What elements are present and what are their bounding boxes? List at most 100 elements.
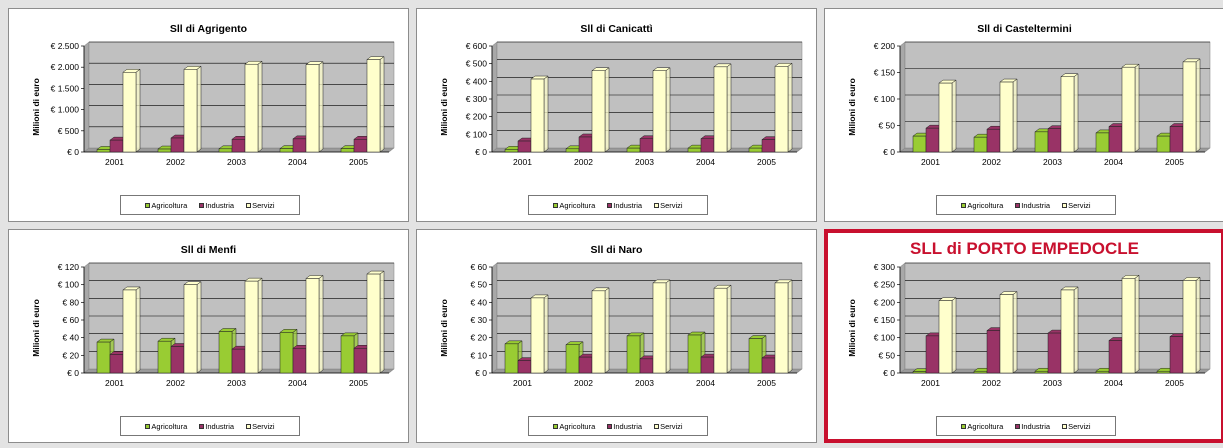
bar-servizi bbox=[999, 291, 1018, 374]
bar-front bbox=[170, 346, 185, 374]
bar-servizi bbox=[183, 281, 202, 374]
bar-front bbox=[774, 66, 789, 153]
legend: Agricoltura Industria Servizi bbox=[528, 195, 708, 215]
y-tick-label: € 400 bbox=[466, 76, 488, 86]
bar-front bbox=[774, 282, 789, 374]
bar-front bbox=[170, 137, 185, 153]
bar-servizi bbox=[530, 294, 549, 374]
y-tick-label: € 10 bbox=[470, 350, 487, 360]
y-tick-label: € 100 bbox=[58, 280, 80, 290]
bar-chart: € 0 € 50 € 100 € 150 € 200 2001 2002 2003 2004 20… bbox=[874, 41, 1211, 167]
legend: Agricoltura Industria Servizi bbox=[528, 416, 708, 436]
bar-front bbox=[700, 356, 715, 374]
bar-front bbox=[1034, 370, 1049, 374]
legend-label: Industria bbox=[1021, 421, 1051, 431]
bar-front bbox=[244, 63, 259, 153]
bar-front bbox=[517, 140, 532, 153]
y-tick-label: € 80 bbox=[62, 297, 79, 307]
legend: Agricoltura Industria Servizi bbox=[936, 416, 1116, 436]
bar-front bbox=[96, 149, 111, 153]
legend-label: Agricoltura bbox=[967, 421, 1004, 431]
bar-front bbox=[748, 338, 763, 374]
bar-front bbox=[231, 348, 246, 374]
y-tick-label: € 50 bbox=[470, 280, 487, 290]
x-tick-label: 2002 bbox=[574, 157, 593, 167]
plot-side-wall bbox=[899, 262, 906, 374]
y-tick-label: € 200 bbox=[466, 112, 488, 122]
bar-side bbox=[665, 279, 671, 374]
bar-front bbox=[530, 78, 545, 153]
bar-servizi bbox=[530, 75, 549, 153]
y-tick-label: € 20 bbox=[470, 333, 487, 343]
bar-front bbox=[578, 136, 593, 153]
legend-swatch-industria bbox=[199, 423, 205, 429]
bar-front bbox=[1095, 132, 1110, 153]
bar-servizi bbox=[1182, 276, 1201, 374]
legend-label: Industria bbox=[1021, 200, 1051, 210]
bar-front bbox=[1060, 289, 1075, 374]
chart-panel-canicatti: Sll di Canicattì € 0 € 100 € 200 € 300 € 400… bbox=[416, 8, 817, 222]
bar-front bbox=[1047, 128, 1062, 153]
x-tick-label: 2001 bbox=[513, 378, 532, 388]
chart-title: Sll di Agrigento bbox=[169, 23, 248, 35]
legend-swatch-servizi bbox=[654, 202, 660, 208]
legend-swatch-agricoltura bbox=[961, 423, 967, 429]
y-tick-label: € 150 bbox=[874, 68, 896, 78]
bar-front bbox=[183, 284, 198, 374]
legend-label: Agricoltura bbox=[559, 200, 596, 210]
y-tick-label: € 0 bbox=[475, 147, 487, 157]
bar-front bbox=[231, 139, 246, 153]
bar-front bbox=[986, 330, 1001, 374]
x-tick-label: 2005 bbox=[349, 378, 368, 388]
bar-side bbox=[951, 79, 957, 153]
bar-front bbox=[109, 139, 124, 153]
y-tick-label: € 50 bbox=[878, 121, 895, 131]
bar-front bbox=[530, 297, 545, 374]
bar-front bbox=[1034, 131, 1049, 153]
legend-swatch-agricoltura bbox=[553, 202, 559, 208]
y-tick-label: € 200 bbox=[874, 297, 896, 307]
bar-front bbox=[279, 148, 294, 153]
chart-panel-porto-empedocle: SLL di PORTO EMPEDOCLE € 0 € 50 € 100 € 150… bbox=[824, 229, 1223, 443]
y-tick-label: € 0 bbox=[883, 147, 895, 157]
bar-front bbox=[218, 331, 233, 374]
bar-front bbox=[183, 69, 198, 153]
bar-front bbox=[1047, 332, 1062, 374]
legend-label: Industria bbox=[205, 421, 235, 431]
legend-label: Industria bbox=[613, 200, 643, 210]
x-tick-label: 2003 bbox=[1043, 157, 1062, 167]
y-tick-label: € 100 bbox=[874, 94, 896, 104]
bar-servizi bbox=[652, 279, 671, 374]
x-tick-label: 2002 bbox=[574, 378, 593, 388]
y-axis-label: Milioni di euro bbox=[847, 78, 857, 136]
plot-side-wall bbox=[899, 41, 906, 153]
legend-label: Industria bbox=[205, 200, 235, 210]
bar-side bbox=[196, 281, 202, 374]
legend-swatch-servizi bbox=[246, 202, 252, 208]
legend: Agricoltura Industria Servizi bbox=[120, 195, 300, 215]
y-tick-label: € 40 bbox=[470, 297, 487, 307]
bar-side bbox=[1073, 286, 1079, 374]
bar-side bbox=[543, 75, 549, 153]
y-axis-label: Milioni di euro bbox=[31, 299, 41, 357]
bar-front bbox=[122, 289, 137, 374]
x-tick-label: 2002 bbox=[166, 378, 185, 388]
chart-title: Sll di Casteltermini bbox=[977, 23, 1072, 35]
bar-side bbox=[318, 61, 324, 153]
bar-side bbox=[1134, 274, 1140, 374]
plot-side-wall bbox=[83, 262, 90, 374]
bar-front bbox=[366, 59, 381, 153]
legend-label: Agricoltura bbox=[151, 421, 188, 431]
bar-side bbox=[318, 274, 324, 374]
x-tick-label: 2003 bbox=[1043, 378, 1062, 388]
bar-front bbox=[1156, 135, 1171, 153]
bar-agricoltura bbox=[687, 331, 706, 374]
bar-servizi bbox=[713, 63, 732, 153]
bar-side bbox=[1012, 291, 1018, 374]
bar-front bbox=[1121, 66, 1136, 153]
chart-title: Sll di Canicattì bbox=[580, 23, 653, 35]
x-tick-label: 2001 bbox=[921, 378, 940, 388]
bar-servizi bbox=[938, 79, 957, 153]
y-tick-label: € 60 bbox=[62, 315, 79, 325]
bar-side bbox=[665, 67, 671, 153]
